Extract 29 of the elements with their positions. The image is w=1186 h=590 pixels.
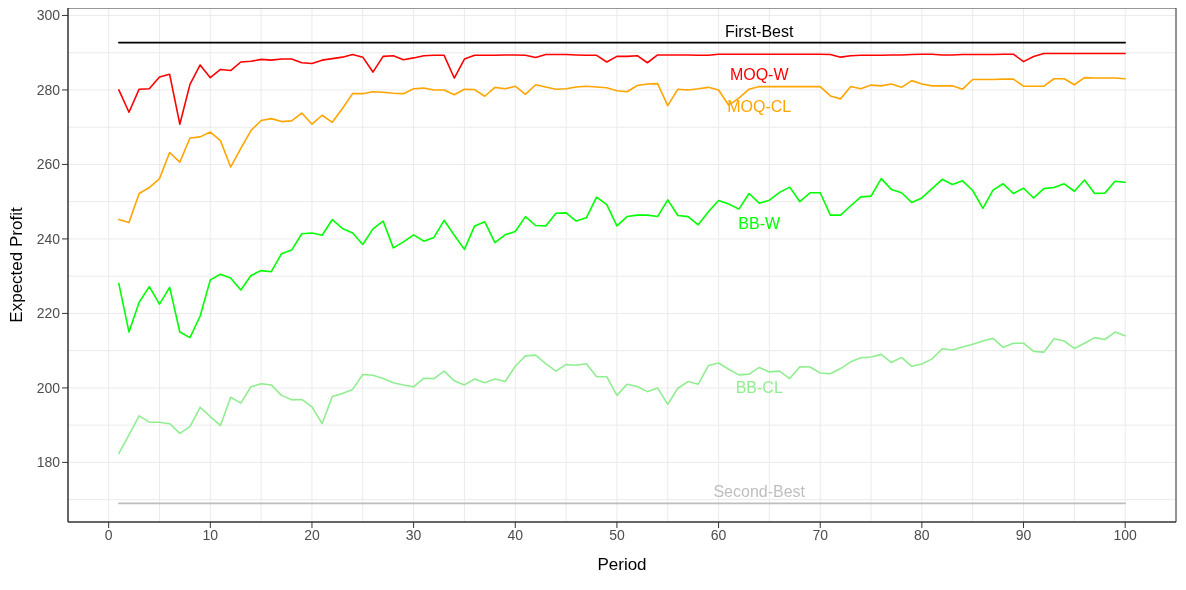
y-tick-label: 240 (36, 230, 61, 247)
series-label: BB-W (738, 214, 782, 232)
line-series (118, 331, 1126, 455)
series-label: MOQ-W (729, 65, 790, 83)
y-tick-label: 220 (36, 305, 61, 322)
y-tick-label: 180 (36, 454, 61, 471)
x-tick-label: 30 (405, 526, 422, 543)
x-axis-title: Period (597, 555, 647, 574)
line-series (118, 177, 1126, 339)
x-tick-label: 40 (507, 526, 524, 543)
x-tick-label: 50 (609, 526, 625, 543)
x-tick-label: 60 (710, 526, 727, 543)
x-tick-label: 80 (914, 526, 930, 543)
x-tick-label: 100 (1113, 526, 1138, 543)
y-axis-title: Expected Profit (7, 207, 27, 323)
series-label: MOQ-CL (727, 97, 792, 115)
y-tick-label: 200 (36, 379, 61, 396)
y-tick-label: 260 (36, 156, 61, 173)
y-tick-label: 300 (36, 7, 61, 24)
x-tick-label: 70 (812, 526, 829, 543)
series-label: BB-CL (735, 378, 783, 396)
y-tick-label: 280 (36, 81, 61, 98)
line-series (118, 52, 1126, 126)
x-tick-label: 90 (1015, 526, 1032, 543)
series-label: First-Best (725, 22, 794, 40)
series-label: Second-Best (713, 483, 806, 501)
x-tick-label: 20 (304, 526, 320, 543)
x-tick-label: 10 (202, 526, 219, 543)
x-tick-label: 0 (104, 526, 113, 543)
